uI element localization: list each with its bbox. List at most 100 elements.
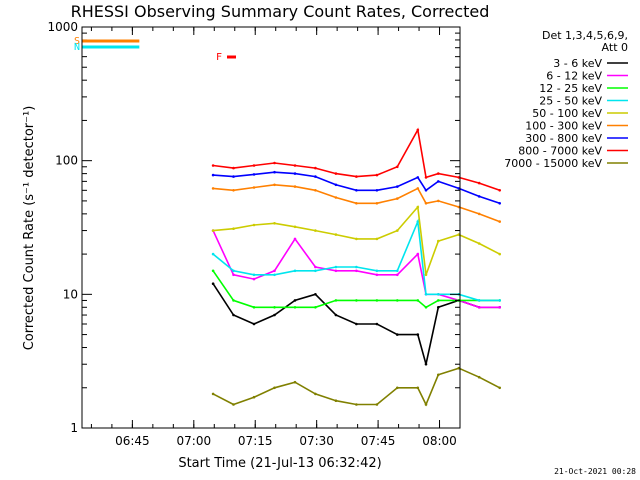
series-3-point-19 [498, 299, 502, 302]
series-4-point-8 [293, 225, 297, 229]
series-8-point-13 [396, 386, 399, 390]
series-7-point-7 [273, 161, 276, 165]
series-5-point-7 [273, 183, 276, 187]
series-3-point-6 [252, 273, 256, 277]
series-0-point-15 [424, 362, 428, 366]
series-4-point-16 [437, 239, 440, 243]
series-1-point-5 [232, 273, 235, 277]
series-5-point-8 [293, 185, 297, 188]
flag-label-1: N [74, 42, 80, 53]
series-7-point-9 [314, 166, 317, 170]
series-0-point-7 [273, 313, 276, 317]
legend-header-line2: Att 0 [602, 41, 628, 54]
series-6-point-10 [334, 183, 338, 187]
series-1-point-19 [498, 306, 502, 309]
series-8-point-7 [273, 386, 276, 390]
plot-frame [81, 26, 461, 429]
series-0-point-14 [416, 333, 420, 336]
series-2-point-8 [293, 306, 297, 309]
series-4-point-19 [498, 252, 502, 256]
series-8-point-17 [457, 366, 461, 370]
series-1-point-11 [355, 269, 358, 273]
series-1-point-10 [334, 269, 338, 273]
series-4-point-15 [424, 273, 428, 277]
y-tick-label-3: 1000 [47, 20, 78, 34]
series-3-point-9 [314, 269, 317, 273]
series-7-point-13 [396, 165, 399, 169]
series-7-point-12 [375, 173, 379, 177]
series-2-point-9 [314, 306, 317, 309]
series-line-4 [213, 205, 501, 276]
chart-title: RHESSI Observing Summary Count Rates, Co… [71, 2, 490, 21]
series-7-point-5 [232, 166, 235, 170]
series-2-point-6 [252, 306, 256, 309]
series-6-point-12 [375, 189, 379, 192]
series-8-point-4 [211, 392, 215, 396]
series-2-point-15 [424, 306, 428, 309]
series-5-point-11 [355, 202, 358, 205]
series-1-point-14 [416, 252, 420, 256]
series-0-point-8 [293, 299, 297, 302]
series-4-point-11 [355, 237, 358, 241]
series-4-point-13 [396, 229, 399, 232]
x-tick-label-2: 07:15 [238, 434, 273, 448]
series-8-point-10 [334, 399, 338, 403]
series-5-point-9 [314, 189, 317, 192]
series-7-point-10 [334, 172, 338, 175]
flag-label-2: F [216, 52, 222, 63]
series-4-point-4 [211, 229, 215, 232]
series-7-point-11 [355, 175, 358, 178]
series-3-point-16 [437, 293, 440, 296]
axis-layer: 06:45 07:00 07:15 07:30 07:45 08:00 1 10 100 1000… [47, 20, 461, 448]
series-5-point-14 [416, 187, 420, 190]
series-1-point-8 [293, 237, 297, 241]
series-3-point-5 [232, 269, 235, 273]
series-3-point-18 [477, 299, 481, 302]
series-line-0 [212, 283, 500, 365]
legend-label-7: 800 - 7000 keV [518, 145, 602, 158]
series-2-point-5 [232, 299, 235, 302]
series-6-point-11 [355, 189, 358, 192]
series-4-point-7 [273, 222, 276, 225]
series-1-point-12 [375, 273, 379, 277]
footer-date: 21-Oct-2021 00:28 [554, 467, 636, 476]
series-7-point-15 [424, 176, 428, 179]
series-6-point-19 [498, 202, 502, 205]
series-5-point-18 [477, 212, 481, 216]
series-3-point-15 [424, 293, 428, 296]
legend-label-0: 3 - 6 keV [553, 57, 602, 70]
series-3-point-14 [416, 220, 420, 223]
x-tick-label-5: 08:00 [422, 434, 457, 448]
series-8-point-8 [293, 380, 297, 384]
y-tick-label-0: 1 [70, 421, 78, 435]
series-3-point-11 [355, 265, 358, 269]
series-4-point-12 [375, 237, 379, 241]
series-6-point-17 [457, 187, 461, 190]
series-1-point-18 [477, 306, 481, 309]
series-0-point-16 [437, 306, 440, 309]
series-5-point-4 [211, 187, 215, 190]
series-1-point-13 [396, 273, 399, 277]
series-0-point-6 [252, 322, 256, 326]
series-line-8 [212, 367, 501, 407]
series-2-point-7 [273, 306, 276, 309]
series-5-point-13 [396, 197, 399, 200]
series-2-point-13 [396, 299, 399, 302]
x-tick-label-3: 07:30 [299, 434, 334, 448]
series-6-point-18 [477, 195, 481, 198]
series-2-point-14 [416, 299, 420, 302]
series-1-point-9 [314, 265, 317, 269]
series-4-point-9 [314, 229, 317, 232]
series-8-point-11 [355, 403, 358, 406]
series-0-point-9 [314, 293, 317, 296]
series-8-point-16 [437, 373, 440, 377]
series-5-point-17 [457, 205, 461, 209]
series-8-point-15 [424, 403, 428, 406]
series-3-point-10 [334, 265, 338, 269]
series-5-point-6 [252, 186, 256, 189]
series-2-point-4 [211, 269, 215, 273]
series-line-5 [213, 183, 500, 223]
series-0-point-13 [396, 333, 399, 336]
